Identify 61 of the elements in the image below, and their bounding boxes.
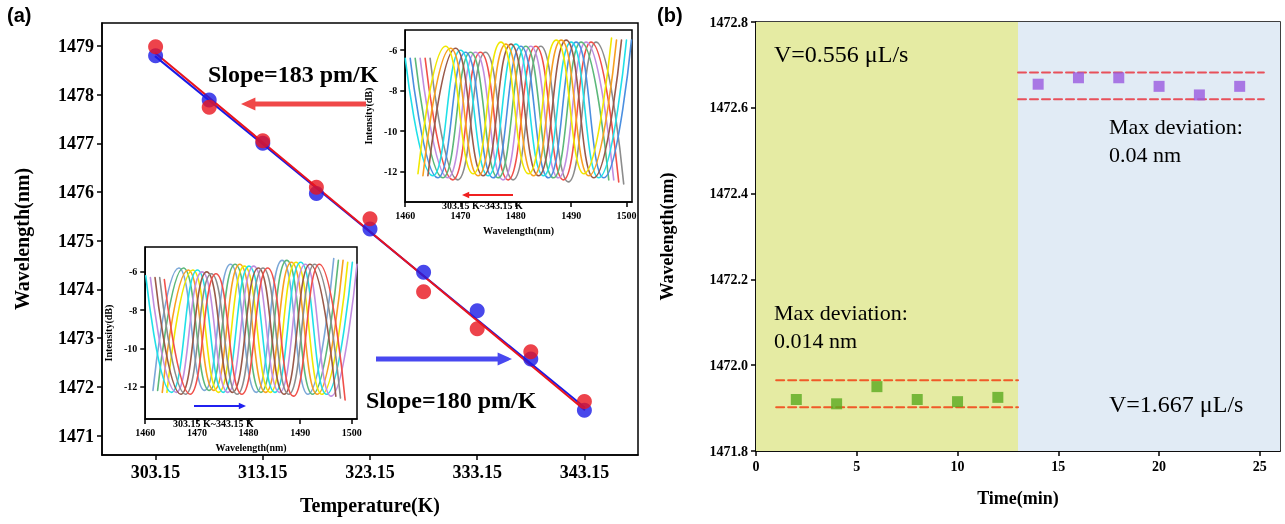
y-tick-label: 1472.8 <box>709 14 748 30</box>
x-tick-label: 1500 <box>341 426 362 438</box>
y-tick-label: -10 <box>123 342 138 354</box>
x-tick-label: 15 <box>1051 458 1066 474</box>
x-tick-label: 25 <box>1252 458 1267 474</box>
x-tick-label: 333.15 <box>452 462 502 482</box>
y-tick-label: 1473 <box>58 328 94 349</box>
y-tick-label: -10 <box>383 125 398 137</box>
y-axis-title: Intensity(dB) <box>102 304 115 362</box>
x-tick-label: 1460 <box>135 426 156 438</box>
x-tick-label: 343.15 <box>559 462 610 482</box>
x-tick-label: 313.15 <box>238 462 288 482</box>
y-axis-title: Wavelength(nm) <box>11 167 34 311</box>
y-tick-label: 1471.8 <box>709 443 748 459</box>
x-axis-title: Wavelength(nm) <box>215 441 287 454</box>
x-axis-title: Temperature(K) <box>300 494 440 517</box>
x-tick-label: 1490 <box>290 426 311 438</box>
y-tick-label: 1472 <box>58 376 94 397</box>
y-axis-title: Intensity(dB) <box>362 87 375 145</box>
y-tick-label: -12 <box>383 166 398 178</box>
x-tick-label: 1490 <box>561 209 582 221</box>
x-tick-label: 323.15 <box>345 462 395 482</box>
x-tick-label: 20 <box>1152 458 1167 474</box>
y-tick-label: -8 <box>128 304 138 316</box>
x-tick-label: 1480 <box>505 209 526 221</box>
x-tick-label: 1480 <box>238 426 259 438</box>
annotation: V=0.556 μL/s <box>774 40 909 67</box>
x-axis-title: Time(min) <box>977 488 1059 509</box>
chart-title: (b) <box>657 4 683 26</box>
x-tick-label: 5 <box>853 458 861 474</box>
y-tick-label: -6 <box>128 266 138 278</box>
x-tick-label: 0 <box>752 458 760 474</box>
y-axis-title: Wavelength(nm) <box>657 172 678 301</box>
y-tick-label: 1472.4 <box>709 186 748 202</box>
x-tick-label: 1470 <box>186 426 207 438</box>
y-tick-label: -12 <box>123 381 138 393</box>
annotation: 303.15 K~343.15 K <box>173 418 254 429</box>
y-tick-label: 1477 <box>58 133 94 154</box>
y-tick-label: 1472.0 <box>709 357 748 373</box>
chart-title: (a) <box>7 4 32 26</box>
x-tick-label: 1470 <box>450 209 471 221</box>
annotation: Max deviation: 0.04 nm <box>1109 113 1243 168</box>
y-tick-label: 1475 <box>58 230 94 251</box>
x-tick-label: 303.15 <box>130 462 181 482</box>
x-tick-label: 1500 <box>616 209 637 221</box>
y-tick-label: -6 <box>388 44 398 56</box>
annotation: Slope=183 pm/K <box>208 60 379 87</box>
y-tick-label: 1474 <box>58 279 94 300</box>
y-tick-label: 1472.2 <box>709 271 748 287</box>
x-axis-title: Wavelength(nm) <box>483 224 555 237</box>
annotation: Slope=180 pm/K <box>366 386 537 413</box>
x-tick-label: 10 <box>950 458 965 474</box>
annotation: V=1.667 μL/s <box>1109 390 1244 417</box>
x-tick-label: 1460 <box>395 209 416 221</box>
y-tick-label: 1472.6 <box>709 100 748 116</box>
y-tick-label: 1476 <box>58 182 94 202</box>
y-tick-label: 1479 <box>58 35 94 56</box>
y-tick-label: -8 <box>388 85 398 97</box>
y-tick-label: 1471 <box>58 425 94 446</box>
y-tick-label: 1478 <box>58 84 94 105</box>
annotation: Max deviation: 0.014 nm <box>774 299 908 354</box>
